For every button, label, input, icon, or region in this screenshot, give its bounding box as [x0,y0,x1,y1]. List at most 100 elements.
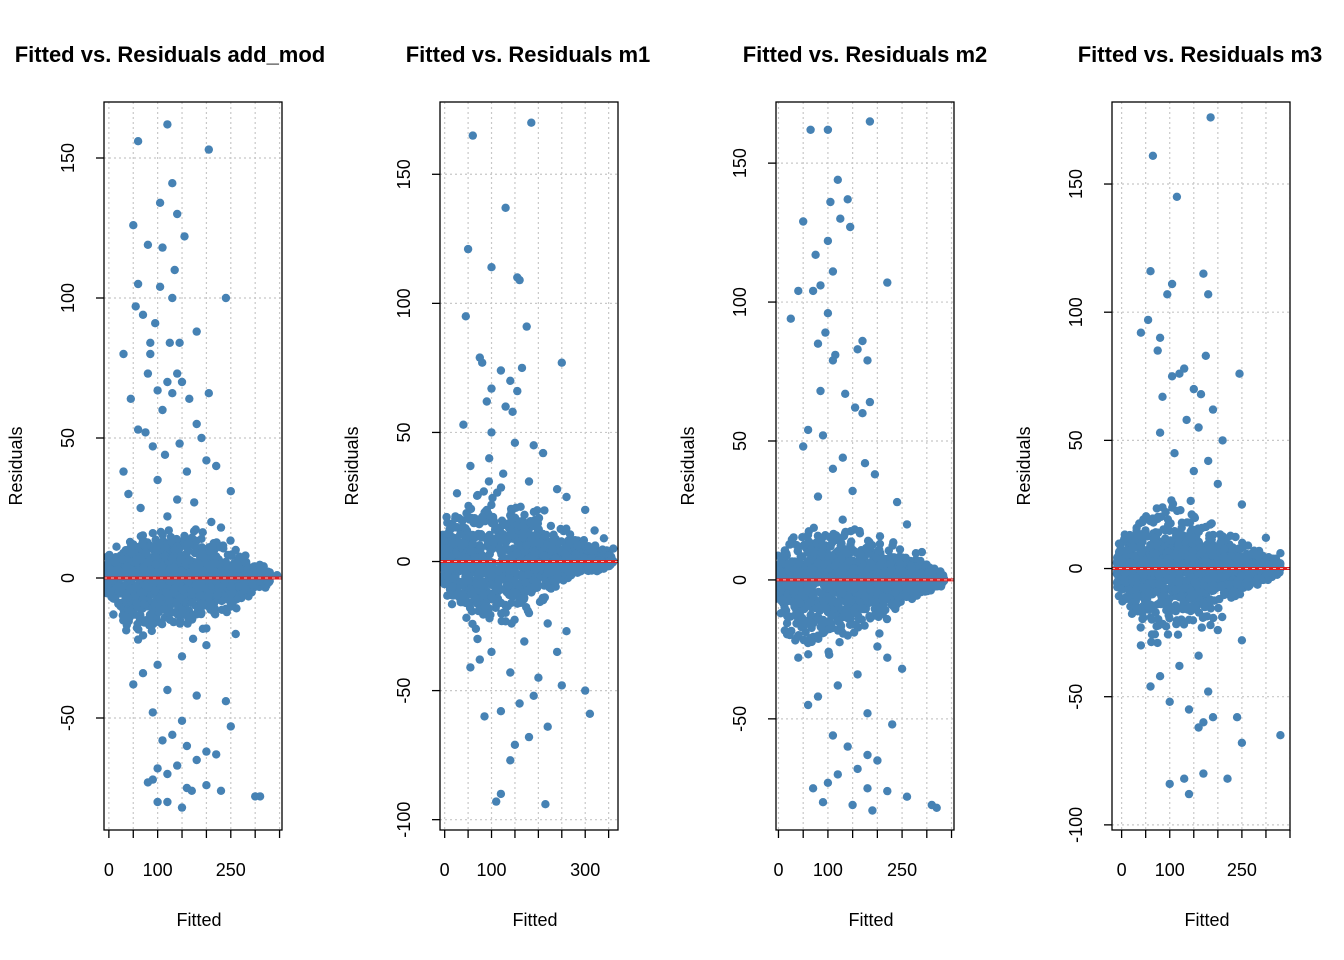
data-point [828,464,838,473]
data-point [816,616,825,625]
data-point [480,712,489,721]
data-point [217,596,226,606]
data-point [145,610,155,619]
data-point [1226,531,1235,540]
data-point [868,806,877,815]
data-point [117,583,127,592]
data-point [863,750,872,760]
data-point [858,604,868,614]
data-point [151,319,160,328]
data-point [813,492,823,501]
data-point [807,623,816,633]
data-point [776,609,785,618]
data-point [832,598,841,608]
data-point [912,585,922,594]
grid [1112,102,1290,830]
data-point [847,568,857,577]
data-point [794,653,803,662]
data-point [198,528,207,537]
data-point [850,525,859,534]
data-point [448,539,457,548]
data-point [183,540,192,549]
data-point [255,792,265,801]
data-point [799,217,808,226]
data-point [221,604,231,613]
x-axis-label: Fitted [512,910,557,930]
y-tick-label: 100 [730,287,750,317]
data-point [159,605,168,614]
y-tick-label: 0 [58,573,78,583]
data-point [896,559,905,568]
data-point [487,545,496,554]
data-point [926,571,935,580]
data-point [118,555,127,564]
data-point [163,797,172,807]
data-point [1214,603,1223,613]
data-point [1206,620,1215,630]
data-point [802,586,812,595]
data-point [501,402,510,411]
data-point [850,547,859,556]
data-point [533,506,542,515]
data-point [841,389,850,398]
data-point [157,620,167,629]
y-tick-label: -50 [394,678,414,704]
data-point [255,562,265,571]
data-point [532,523,541,532]
data-point [177,652,187,661]
data-point [515,699,524,708]
data-point [141,428,150,437]
data-point [863,356,872,365]
data-point [853,611,863,620]
data-point [106,587,115,596]
data-point [805,634,815,643]
data-point [883,278,892,287]
panel-1: 0 100 250-50050100150FittedResidualsFitted… [6,42,325,930]
data-point [827,610,836,619]
data-point [828,731,838,740]
data-point [841,527,850,537]
data-point [226,487,235,496]
data-point [522,541,531,550]
data-point [465,515,474,524]
data-point [890,588,900,597]
data-point [457,516,466,525]
data-point [496,707,506,716]
data-point [168,179,177,188]
y-tick-label: -50 [730,706,750,732]
data-point [803,557,812,567]
data-point [129,680,138,689]
panel-4: 0 100 250-100-50050100150FittedResidualsFi… [1014,42,1322,930]
data-point [882,593,892,602]
data-point [823,309,833,318]
x-tick-label: 300 [570,860,600,880]
x-tick-label: 0 [104,860,114,880]
data-point [110,557,120,567]
data-point [540,506,549,515]
data-point [492,797,501,806]
plot-frame [103,101,283,831]
data-point [883,653,892,662]
data-point [185,394,194,403]
data-point [803,548,812,557]
y-tick-label: 0 [394,557,414,567]
data-point [793,546,802,556]
data-point [192,691,201,700]
data-point [497,550,506,559]
data-point [475,564,484,574]
data-point [138,310,148,319]
data-point [806,598,815,607]
data-point [168,554,177,563]
data-point [486,565,496,575]
data-point [813,633,822,643]
data-point [119,349,128,359]
data-point [845,620,855,629]
data-point [1176,506,1185,515]
data-point [187,587,196,597]
data-point [138,669,148,678]
data-point [163,769,172,779]
data-point [826,197,835,207]
data-point [549,537,558,547]
data-point [860,569,870,578]
y-tick-label: 100 [58,283,78,313]
